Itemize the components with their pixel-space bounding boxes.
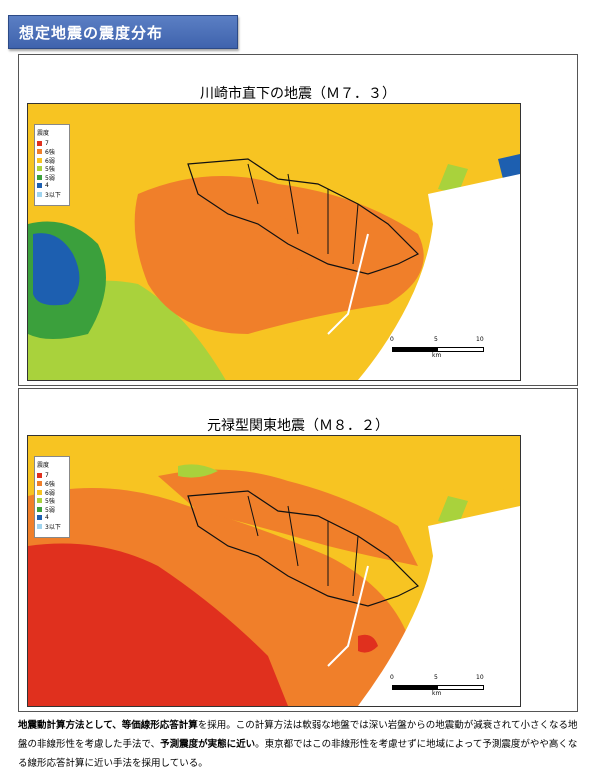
seismic-intensity-map: 震度 7 6強 6弱 5強 5弱 4 3以下 0 5 10 km xyxy=(27,435,521,707)
legend-title: 震度 xyxy=(37,462,50,469)
caption-text: を採用。この計算方法は軟弱な地盤では深い岩盤からの地震動が減衰されて小さくなる地… xyxy=(18,720,578,750)
scale-bar: 0 5 10 km xyxy=(390,674,486,700)
map-panel-genroku: 元禄型関東地震（Ｍ８．２） 震度 7 6強 6弱 5強 5弱 4 3以下 xyxy=(18,388,578,712)
legend-item: 5弱 xyxy=(37,505,67,514)
map-title: 元禄型関東地震（Ｍ８．２） xyxy=(207,418,389,434)
legend-label: 6弱 xyxy=(45,157,55,165)
legend-label: 5強 xyxy=(45,166,55,174)
scale-tick: 5 xyxy=(434,336,438,343)
scale-tick: 0 xyxy=(390,674,394,681)
legend-label: 6弱 xyxy=(45,489,55,497)
scale-unit: km xyxy=(432,690,442,697)
legend-item: 4 xyxy=(37,514,67,523)
scale-tick: 10 xyxy=(476,336,484,343)
scale-tick: 0 xyxy=(390,336,394,343)
caption: 地震動計算方法として、等価線形応答計算を採用。この計算方法は軟弱な地盤では深い岩… xyxy=(18,716,578,773)
legend-item: 7 xyxy=(37,471,67,480)
section-title: 想定地震の震度分布 xyxy=(19,24,164,42)
legend-item: 3以下 xyxy=(37,522,67,531)
legend-item: 6弱 xyxy=(37,488,67,497)
intensity-legend: 震度 7 6強 6弱 5強 5弱 4 3以下 xyxy=(34,456,70,538)
legend-item: 7 xyxy=(37,139,67,148)
scale-tick: 10 xyxy=(476,674,484,681)
legend-label: 7 xyxy=(45,139,49,147)
legend-label: 5弱 xyxy=(45,174,55,182)
legend-item: 3以下 xyxy=(37,190,67,199)
scale-bar: 0 5 10 km xyxy=(390,336,486,362)
legend-item: 6強 xyxy=(37,480,67,489)
legend-label: 4 xyxy=(45,182,49,190)
map-panel-kawasaki: 川崎市直下の地震（Ｍ７．３） 震度 7 6強 6弱 5強 5弱 4 3以下 xyxy=(18,54,578,386)
legend-label: 3以下 xyxy=(45,523,61,531)
legend-item: 6強 xyxy=(37,148,67,157)
map-title: 川崎市直下の地震（Ｍ７．３） xyxy=(200,86,396,102)
legend-label: 5強 xyxy=(45,498,55,506)
intensity-legend: 震度 7 6強 6弱 5強 5弱 4 3以下 xyxy=(34,124,70,206)
legend-label: 6強 xyxy=(45,149,55,157)
caption-bold-method: 地震動計算方法として、等価線形応答計算 xyxy=(18,720,198,731)
caption-text: 。東京都ではこの非線形性を考慮せずに地域によって予測震度がやや高くなる線形応答計… xyxy=(18,739,578,769)
section-header: 想定地震の震度分布 xyxy=(8,15,238,49)
legend-item: 4 xyxy=(37,182,67,191)
legend-label: 5弱 xyxy=(45,506,55,514)
legend-item: 5強 xyxy=(37,497,67,506)
legend-label: 7 xyxy=(45,471,49,479)
intensity-map-graphic xyxy=(28,104,520,380)
legend-title: 震度 xyxy=(37,130,50,137)
legend-label: 6強 xyxy=(45,481,55,489)
scale-unit: km xyxy=(432,352,442,359)
legend-item: 5弱 xyxy=(37,173,67,182)
legend-label: 4 xyxy=(45,514,49,522)
caption-bold-accuracy: 予測震度が実態に近い xyxy=(160,739,256,750)
scale-tick: 5 xyxy=(434,674,438,681)
legend-item: 5強 xyxy=(37,165,67,174)
intensity-map-graphic xyxy=(28,436,520,706)
legend-item: 6弱 xyxy=(37,156,67,165)
seismic-intensity-map: 震度 7 6強 6弱 5強 5弱 4 3以下 0 5 10 km xyxy=(27,103,521,381)
legend-label: 3以下 xyxy=(45,191,61,199)
